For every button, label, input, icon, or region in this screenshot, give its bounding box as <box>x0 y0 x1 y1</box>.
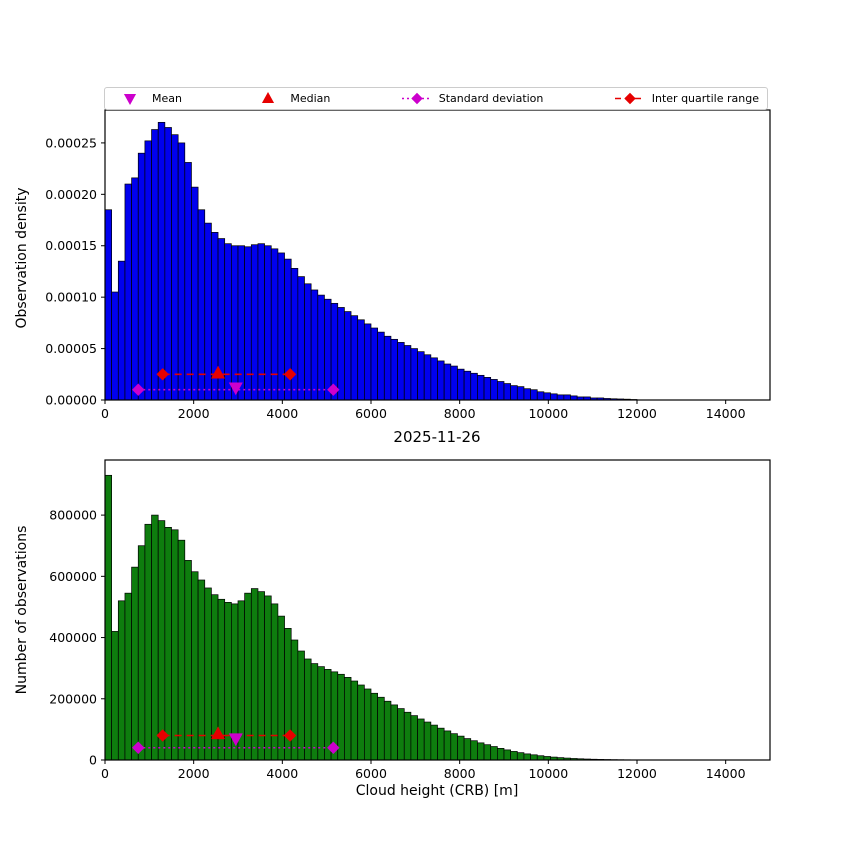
legend-item-iqr: Inter quartile range <box>613 91 759 106</box>
svg-text:4000: 4000 <box>266 766 298 781</box>
legend-item-mean: Mean <box>113 91 182 106</box>
legend: Mean Median Standard deviation Inter qua… <box>104 87 768 110</box>
legend-item-median: Median <box>251 91 330 106</box>
svg-text:0.00010: 0.00010 <box>45 290 97 305</box>
legend-label-iqr: Inter quartile range <box>651 92 759 105</box>
svg-text:6000: 6000 <box>355 406 387 421</box>
mean-marker-icon <box>123 94 137 106</box>
svg-text:12000: 12000 <box>617 766 657 781</box>
svg-text:0: 0 <box>89 753 97 768</box>
svg-text:0.00000: 0.00000 <box>45 393 97 408</box>
svg-text:10000: 10000 <box>528 406 568 421</box>
counts-histogram: 0 2000 4000 6000 8000 10000 12000 14000 0 200000 4… <box>49 459 771 781</box>
legend-label-median: Median <box>290 92 331 105</box>
svg-text:8000: 8000 <box>444 406 476 421</box>
std-deviation-marker-icon <box>401 92 432 105</box>
legend-label-std: Standard deviation <box>438 92 544 105</box>
svg-text:0.00015: 0.00015 <box>45 238 97 253</box>
legend-label-mean: Mean <box>152 92 182 105</box>
svg-text:12000: 12000 <box>617 406 657 421</box>
svg-text:14000: 14000 <box>706 406 746 421</box>
bottom-chart-ylabel: Number of observations <box>14 525 30 695</box>
top-chart-ylabel: Observation density <box>14 187 30 329</box>
svg-text:0: 0 <box>101 766 109 781</box>
svg-text:200000: 200000 <box>49 691 97 706</box>
svg-text:2000: 2000 <box>178 766 210 781</box>
svg-text:8000: 8000 <box>444 766 476 781</box>
svg-text:0.00005: 0.00005 <box>45 341 97 356</box>
iqr-marker-icon <box>614 92 645 105</box>
svg-text:400000: 400000 <box>49 630 97 645</box>
svg-text:0.00025: 0.00025 <box>45 135 97 150</box>
xaxis-label: Cloud height (CRB) [m] <box>355 783 519 799</box>
svg-text:0.00020: 0.00020 <box>45 187 97 202</box>
median-marker-icon <box>262 91 275 103</box>
density-histogram: 0 2000 4000 6000 8000 10000 12000 14000 0.00000 0… <box>45 109 771 421</box>
svg-text:0: 0 <box>101 406 109 421</box>
svg-text:600000: 600000 <box>49 569 97 584</box>
svg-text:6000: 6000 <box>355 766 387 781</box>
date-title: 2025-11-26 <box>393 428 481 446</box>
svg-text:10000: 10000 <box>528 766 568 781</box>
svg-text:800000: 800000 <box>49 508 97 523</box>
svg-text:14000: 14000 <box>706 766 746 781</box>
svg-text:4000: 4000 <box>266 406 298 421</box>
svg-text:2000: 2000 <box>178 406 210 421</box>
legend-item-std: Standard deviation <box>400 91 544 106</box>
